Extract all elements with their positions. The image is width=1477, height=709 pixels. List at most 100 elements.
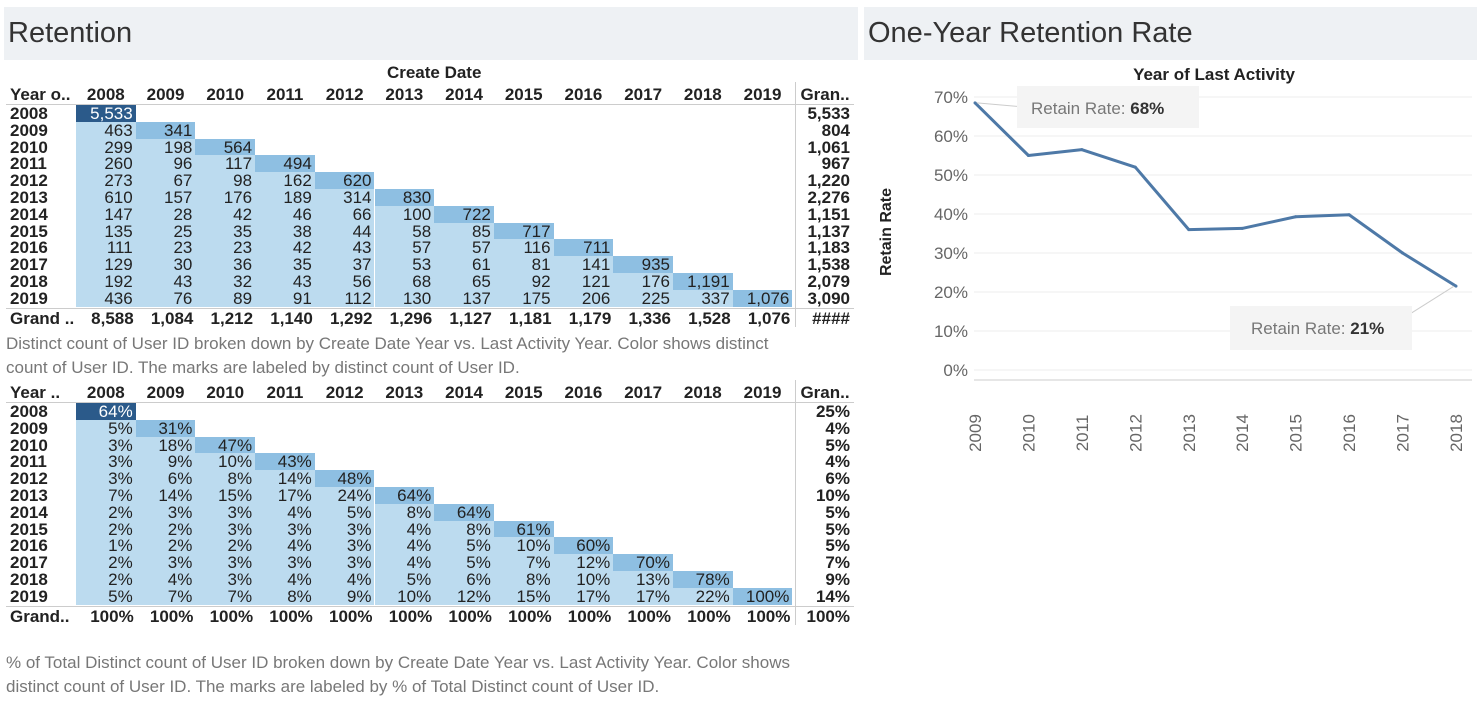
annotation-box-start — [1017, 86, 1199, 128]
row-header-2019: 2019 — [10, 288, 48, 308]
x-tick-label: 2011 — [1073, 415, 1092, 452]
column-total: 1,528 — [688, 308, 731, 328]
heatmap-cell: 30 — [135, 256, 196, 273]
row-total: 1,151 — [807, 204, 850, 224]
heatmap-cell: 337 — [673, 289, 733, 307]
heatmap-cell: 4% — [314, 571, 375, 588]
heatmap-cell: 64% — [76, 403, 136, 420]
heatmap-cell: 48% — [314, 470, 375, 487]
column-header-2018: 2018 — [683, 85, 722, 104]
column-total: 100% — [269, 606, 313, 626]
heatmap-cell: 36 — [195, 256, 256, 273]
grand-total-row-divider — [6, 605, 854, 607]
heatmap-cell: 23 — [135, 239, 196, 256]
heatmap-cell: 157 — [135, 189, 196, 206]
row-total: 4% — [825, 418, 850, 438]
row-header-2009: 2009 — [10, 120, 48, 140]
row-header-2015: 2015 — [10, 519, 48, 539]
heatmap-cell: 3% — [135, 503, 196, 521]
annotation-box-end — [1230, 306, 1412, 350]
heatmap-cell: 14% — [135, 487, 196, 504]
heatmap-cell: 4% — [374, 537, 435, 554]
column-header-2011: 2011 — [266, 383, 304, 402]
row-total: 6% — [825, 469, 850, 489]
heatmap-cell: 130 — [374, 289, 435, 307]
heatmap-cell: 7% — [76, 487, 136, 504]
y-tick-label: 0% — [943, 361, 968, 380]
heatmap-cell: 1,191 — [673, 273, 733, 290]
row-total: 1,061 — [807, 137, 850, 157]
row-header-2017: 2017 — [10, 553, 48, 573]
row-header-2010: 2010 — [10, 435, 48, 455]
heatmap-cell: 189 — [255, 189, 315, 206]
heatmap-cell: 299 — [76, 138, 136, 155]
heatmap-cell: 4% — [255, 503, 315, 521]
row-dimension-header: Year o.. — [10, 85, 71, 104]
heatmap-cell: 5% — [76, 419, 136, 437]
heatmap-cell: 2% — [195, 537, 256, 554]
row-header-2011: 2011 — [10, 452, 47, 472]
grand-total-column-header: Gran.. — [800, 85, 850, 104]
grand-total-row-divider — [6, 307, 854, 309]
heatmap-cell: 121 — [553, 273, 614, 290]
heatmap-cell: 3% — [76, 436, 136, 453]
column-header-2019: 2019 — [743, 85, 782, 104]
heatmap-cell: 53 — [374, 256, 435, 273]
heatmap-cell: 5% — [374, 571, 435, 588]
column-total: 100% — [567, 606, 612, 626]
x-tick-label: 2010 — [1019, 414, 1038, 452]
row-total: 4% — [825, 452, 850, 472]
row-total: 9% — [825, 570, 850, 589]
x-tick-label: 2017 — [1394, 414, 1413, 452]
heatmap-cell: 1% — [76, 537, 136, 554]
heatmap-cell: 70% — [613, 554, 673, 571]
heatmap-cell: 8% — [493, 571, 554, 588]
data-point — [973, 101, 977, 105]
row-header-2008: 2008 — [10, 104, 48, 123]
column-header-2019: 2019 — [743, 383, 782, 402]
heatmap-cell: 206 — [553, 289, 614, 307]
heatmap-cell: 57 — [374, 239, 435, 256]
row-dimension-header: Year .. — [10, 383, 61, 402]
column-header-2014: 2014 — [445, 383, 483, 402]
heatmap-cell: 8% — [374, 503, 435, 521]
heatmap-cell: 4% — [374, 520, 435, 537]
column-header-2009: 2009 — [146, 383, 185, 402]
heatmap-cell: 3% — [195, 503, 256, 521]
heatmap-cell: 111 — [76, 239, 136, 256]
x-tick-label: 2014 — [1233, 414, 1252, 452]
heatmap-cell: 225 — [613, 289, 673, 307]
heatmap-cell: 89 — [195, 289, 256, 307]
heatmap-cell: 98 — [195, 172, 256, 189]
column-total: 1,127 — [449, 308, 492, 328]
row-total: 804 — [821, 120, 850, 140]
retention-title: Retention — [4, 7, 858, 60]
heatmap-cell: 3% — [195, 571, 256, 588]
column-header-2012: 2012 — [325, 383, 364, 402]
retention-rate-line-chart: Year of Last Activity Retain Rate 0% 10% 20%… — [878, 65, 1472, 452]
row-total: 5% — [825, 519, 850, 539]
row-total: 10% — [815, 486, 850, 505]
row-header-2018: 2018 — [10, 272, 48, 291]
heatmap-cell: 830 — [374, 189, 435, 206]
heatmap-cell: 2% — [135, 537, 196, 554]
column-total: 1,076 — [747, 308, 791, 328]
row-header-2008: 2008 — [10, 402, 48, 421]
x-tick-label: 2015 — [1287, 414, 1306, 452]
column-header-2010: 2010 — [206, 383, 245, 402]
column-total: 1,212 — [210, 308, 254, 328]
data-point — [1347, 213, 1351, 217]
grand-total-divider — [795, 82, 796, 328]
heatmap-cell: 7% — [135, 587, 196, 605]
row-total: 1,220 — [807, 171, 850, 191]
column-total: 100% — [329, 606, 373, 626]
heatmap-cell: 14% — [255, 470, 315, 487]
heatmap-cell: 620 — [314, 172, 375, 189]
column-total: 100% — [448, 606, 492, 626]
heatmap-cell: 2% — [76, 503, 136, 521]
heatmap-cell: 5,533 — [76, 105, 136, 122]
header-divider — [6, 104, 854, 105]
column-total: 100% — [508, 606, 552, 626]
heatmap-cell: 15% — [195, 487, 256, 504]
column-total: 100% — [746, 606, 791, 626]
